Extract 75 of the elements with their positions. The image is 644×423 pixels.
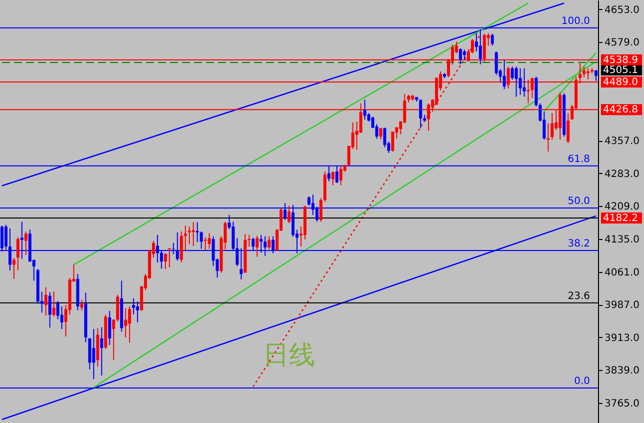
candlestick xyxy=(16,236,20,271)
candlestick xyxy=(379,128,382,140)
annotation: 61.8 xyxy=(568,154,590,165)
candlestick xyxy=(92,328,96,380)
candlestick xyxy=(204,236,207,251)
candlestick xyxy=(128,306,132,344)
candlestick xyxy=(307,196,310,206)
candlestick xyxy=(192,222,195,247)
annotation: 38.2 xyxy=(568,238,590,250)
candlestick xyxy=(248,234,251,248)
y-tick-label: 4209.0 xyxy=(604,202,640,213)
candlestick xyxy=(566,112,570,144)
annotation: 0.0 xyxy=(574,376,590,387)
y-tick-label: 4135.0 xyxy=(604,234,640,246)
candlestick xyxy=(458,48,462,65)
candlestick xyxy=(502,59,506,90)
candlestick xyxy=(594,70,598,82)
text: 4505.1 xyxy=(603,64,638,76)
candlestick xyxy=(44,286,48,316)
candlestick xyxy=(288,205,291,224)
candlestick xyxy=(550,112,554,140)
candlestick xyxy=(339,166,342,186)
annotation: 日线 xyxy=(263,340,316,370)
annotation: 23.6 xyxy=(568,290,590,302)
y-tick-label: 3839.0 xyxy=(604,366,640,377)
y-tick-label: 3913.0 xyxy=(604,332,640,344)
candlestick xyxy=(112,318,116,361)
candlestick xyxy=(514,66,518,98)
y-tick-label: 4579.0 xyxy=(604,38,640,49)
candlestick xyxy=(490,33,494,46)
candlestick xyxy=(494,50,498,76)
ref-line-label: 4489.0 xyxy=(603,77,638,88)
candlestick xyxy=(80,299,84,311)
candlestick xyxy=(48,292,52,328)
y-tick-label: 3765.0 xyxy=(604,398,640,410)
candlestick xyxy=(136,301,140,323)
candlestick xyxy=(510,66,514,80)
y-tick-label: 4653.0 xyxy=(604,4,640,16)
candlestick xyxy=(24,230,28,256)
candlestick xyxy=(100,326,104,376)
candlestick xyxy=(116,294,120,322)
candlestick xyxy=(56,300,60,320)
candlestick xyxy=(12,258,16,280)
candlestick xyxy=(582,66,586,78)
candlestick xyxy=(518,68,522,96)
ref-line-label: 4426.8 xyxy=(603,104,638,116)
candlestick xyxy=(383,127,386,148)
ref-line-label: 4182.2 xyxy=(603,213,638,224)
annotation: 50.0 xyxy=(568,196,590,207)
candlestick xyxy=(60,306,64,330)
candlestick xyxy=(180,230,183,263)
candlestick xyxy=(522,68,526,98)
candlestick xyxy=(419,99,422,129)
y-tick-label: 4283.0 xyxy=(604,168,640,180)
candlestick xyxy=(52,291,56,318)
candlestick xyxy=(164,252,167,270)
candlestick xyxy=(256,235,259,258)
candlestick xyxy=(319,198,322,222)
candlestick xyxy=(124,308,128,338)
candlestick xyxy=(331,171,334,186)
candlestick xyxy=(184,225,187,251)
candlestick xyxy=(363,99,366,120)
ref-line-label: 4538.9 xyxy=(603,54,638,66)
candlestick xyxy=(196,222,199,243)
candlestick xyxy=(391,131,394,152)
candlestick xyxy=(188,226,191,245)
y-tick-label: 3987.0 xyxy=(604,300,640,312)
candlestick xyxy=(462,49,466,60)
y-tick-label: 4357.0 xyxy=(604,136,640,148)
annotation: 100.0 xyxy=(561,16,590,27)
y-tick-label: 4061.0 xyxy=(604,267,640,278)
candlestick xyxy=(108,310,112,346)
candlestick xyxy=(132,298,136,315)
candlestick xyxy=(208,232,211,250)
candlestick xyxy=(268,236,271,250)
